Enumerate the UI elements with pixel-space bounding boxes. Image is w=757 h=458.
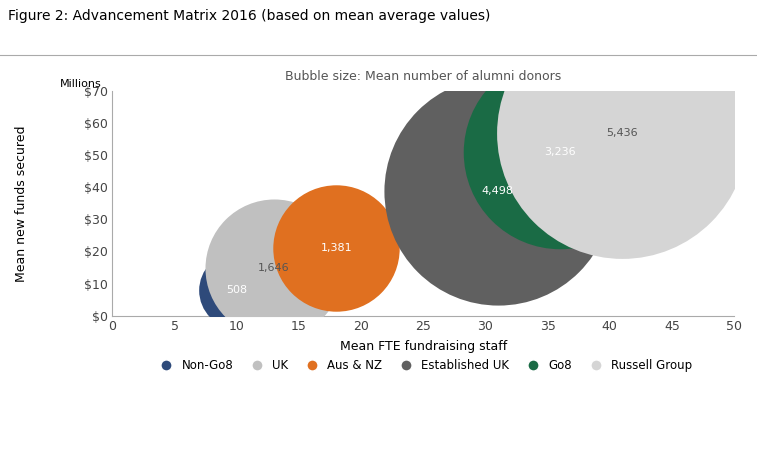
Text: 3,236: 3,236 bbox=[544, 147, 576, 157]
Point bbox=[268, 264, 280, 271]
Text: 508: 508 bbox=[226, 285, 248, 295]
Point bbox=[554, 148, 566, 156]
Point bbox=[231, 286, 243, 294]
Point bbox=[616, 129, 628, 136]
Text: 4,498: 4,498 bbox=[481, 185, 514, 196]
Text: 5,436: 5,436 bbox=[606, 128, 638, 138]
Text: 1,646: 1,646 bbox=[258, 262, 290, 273]
Text: Millions: Millions bbox=[60, 79, 101, 89]
Y-axis label: Mean new funds secured: Mean new funds secured bbox=[15, 125, 28, 282]
Legend: Non-Go8, UK, Aus & NZ, Established UK, Go8, Russell Group: Non-Go8, UK, Aus & NZ, Established UK, G… bbox=[150, 354, 696, 377]
X-axis label: Mean FTE fundraising staff: Mean FTE fundraising staff bbox=[340, 340, 507, 354]
Text: 1,381: 1,381 bbox=[320, 243, 352, 253]
Point bbox=[330, 245, 342, 252]
Text: Figure 2: Advancement Matrix 2016 (based on mean average values): Figure 2: Advancement Matrix 2016 (based… bbox=[8, 9, 490, 23]
Point bbox=[492, 187, 504, 194]
Title: Bubble size: Mean number of alumni donors: Bubble size: Mean number of alumni donor… bbox=[285, 70, 562, 83]
